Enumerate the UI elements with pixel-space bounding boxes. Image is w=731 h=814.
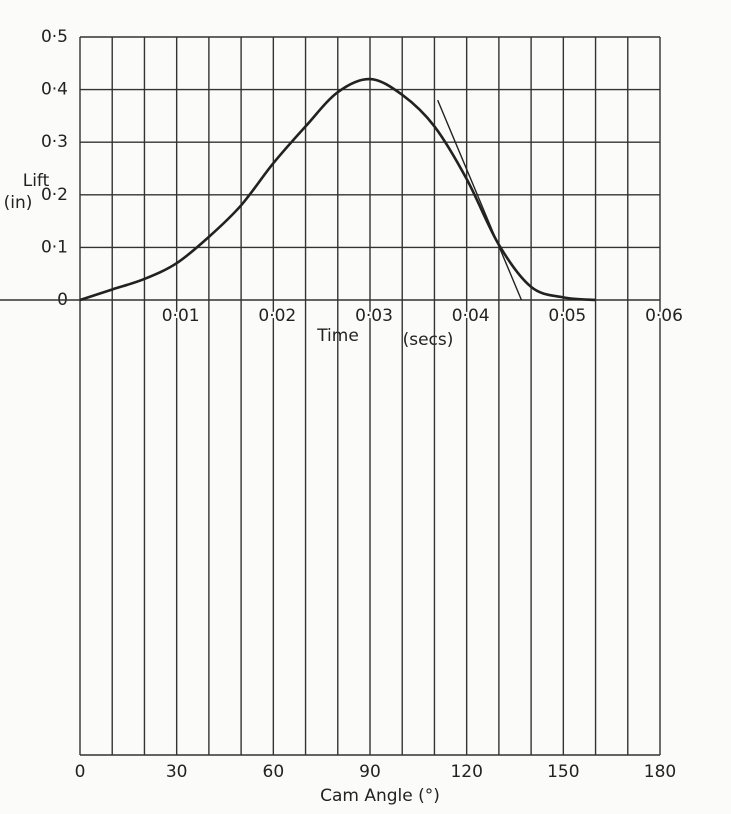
x-tick-label: 150 [547,762,579,782]
y-tick-label: 0·5 [41,27,68,47]
y-axis-unit: (in) [4,193,33,213]
x-tick-label: 60 [263,762,285,782]
y-tick-label: 0·4 [41,80,68,100]
y-tick-label: 0·3 [41,132,68,152]
y-tick-label: 0·1 [41,237,68,257]
lift-curve [79,77,596,302]
time-tick-label: 0·02 [258,306,296,326]
time-tick-label: 0·05 [548,306,586,326]
time-unit: (secs) [403,330,454,350]
x-tick-label: 30 [166,762,188,782]
y-tick-label: 0·2 [41,185,68,205]
x-tick-label: 180 [644,762,676,782]
time-tick-label: 0·06 [645,306,683,326]
time-tick-label: 0·03 [355,306,393,326]
x-tick-label: 90 [359,762,381,782]
time-tick-label: 0·04 [452,306,490,326]
x-tick-label: 0 [75,762,86,782]
x-axis-label: Cam Angle (°) [320,786,440,806]
x-tick-label: 120 [450,762,482,782]
time-tick-label: 0·01 [162,306,200,326]
tangent-line [437,99,523,301]
y-axis-label: Lift [23,171,50,191]
